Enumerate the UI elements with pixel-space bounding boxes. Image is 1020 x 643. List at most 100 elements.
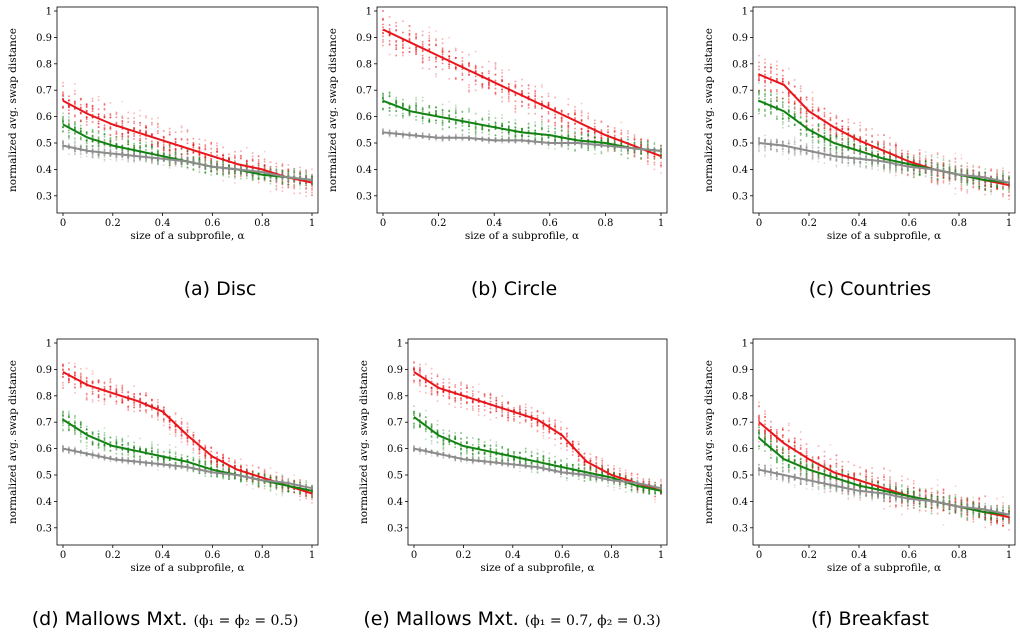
scatter-point	[640, 152, 642, 154]
scatter-point	[514, 105, 516, 107]
scatter-point	[488, 119, 490, 121]
scatter-point	[634, 142, 636, 144]
scatter-point	[62, 82, 64, 84]
x-axis-label: size of a subprofile, α	[130, 230, 244, 242]
scatter-point	[175, 154, 177, 156]
scatter-point	[415, 103, 417, 105]
scatter-point	[782, 102, 784, 104]
scatter-point	[634, 139, 636, 141]
scatter-point	[853, 122, 855, 124]
scatter-point	[86, 103, 88, 105]
scatter-point	[895, 144, 897, 146]
scatter-point	[222, 171, 224, 173]
scatter-point	[461, 74, 463, 76]
scatter-point	[299, 182, 301, 184]
scatter-point	[455, 66, 457, 68]
scatter-point	[468, 64, 470, 66]
scatter-point	[620, 153, 622, 155]
scatter-point	[943, 155, 945, 157]
scatter-point	[514, 112, 516, 114]
scatter-point	[442, 119, 444, 121]
scatter-point	[758, 82, 760, 84]
scatter-point	[409, 38, 411, 40]
scatter-point	[305, 170, 307, 172]
scatter-point	[468, 90, 470, 92]
scatter-point	[841, 133, 843, 135]
scatter-point	[109, 138, 111, 140]
scatter-point	[812, 136, 814, 138]
scatter-point	[877, 145, 879, 147]
scatter-point	[455, 122, 457, 124]
scatter-point	[92, 105, 94, 107]
scatter-point	[151, 162, 153, 164]
scatter-point	[1008, 172, 1010, 174]
scatter-point	[943, 162, 945, 164]
scatter-point	[996, 188, 998, 190]
scatter-point	[937, 182, 939, 184]
scatter-point	[468, 111, 470, 113]
scatter-point	[169, 162, 171, 164]
scatter-point	[198, 165, 200, 167]
scatter-point	[252, 152, 254, 154]
scatter-point	[788, 159, 790, 161]
scatter-point	[776, 65, 778, 67]
scatter-point	[607, 149, 609, 151]
scatter-point	[607, 131, 609, 133]
scatter-point	[488, 81, 490, 83]
scatter-point	[495, 63, 497, 65]
scatter-point	[475, 67, 477, 69]
scatter-point	[788, 143, 790, 145]
scatter-point	[104, 136, 106, 138]
scatter-point	[435, 66, 437, 68]
scatter-point	[139, 115, 141, 117]
scatter-point	[428, 105, 430, 107]
scatter-point	[587, 133, 589, 135]
scatter-point	[853, 152, 855, 154]
scatter-point	[234, 156, 236, 158]
scatter-point	[169, 145, 171, 147]
scatter-point	[859, 136, 861, 138]
scatter-point	[121, 101, 123, 103]
scatter-point	[435, 73, 437, 75]
scatter-point	[501, 125, 503, 127]
scatter-point	[574, 132, 576, 134]
scatter-point	[192, 168, 194, 170]
scatter-point	[758, 61, 760, 63]
scatter-point	[782, 141, 784, 143]
scatter-point	[534, 98, 536, 100]
scatter-point	[104, 127, 106, 129]
scatter-point	[853, 141, 855, 143]
scatter-point	[389, 114, 391, 116]
scatter-point	[455, 108, 457, 110]
scatter-point	[534, 91, 536, 93]
scatter-point	[151, 134, 153, 136]
scatter-point	[422, 110, 424, 112]
scatter-point	[901, 172, 903, 174]
scatter-point	[98, 99, 100, 101]
scatter-point	[402, 32, 404, 34]
scatter-point	[461, 110, 463, 112]
scatter-point	[829, 132, 831, 134]
scatter-point	[311, 194, 313, 196]
scatter-point	[581, 103, 583, 105]
scatter-point	[954, 158, 956, 160]
scatter-point	[764, 139, 766, 141]
scatter-point	[252, 160, 254, 162]
scatter-point	[409, 47, 411, 49]
scatter-point	[782, 78, 784, 80]
scatter-point	[264, 161, 266, 163]
scatter-point	[86, 155, 88, 157]
scatter-point	[382, 108, 384, 110]
scatter-point	[475, 139, 477, 141]
scatter-point	[389, 95, 391, 97]
scatter-point	[68, 137, 70, 139]
scatter-point	[428, 44, 430, 46]
scatter-point	[151, 118, 153, 120]
scatter-point	[448, 126, 450, 128]
scatter-point	[127, 143, 129, 145]
scatter-point	[889, 142, 891, 144]
scatter-point	[521, 79, 523, 81]
scatter-point	[228, 153, 230, 155]
scatter-point	[157, 132, 159, 134]
x-tick-label: 0.2	[431, 218, 447, 229]
